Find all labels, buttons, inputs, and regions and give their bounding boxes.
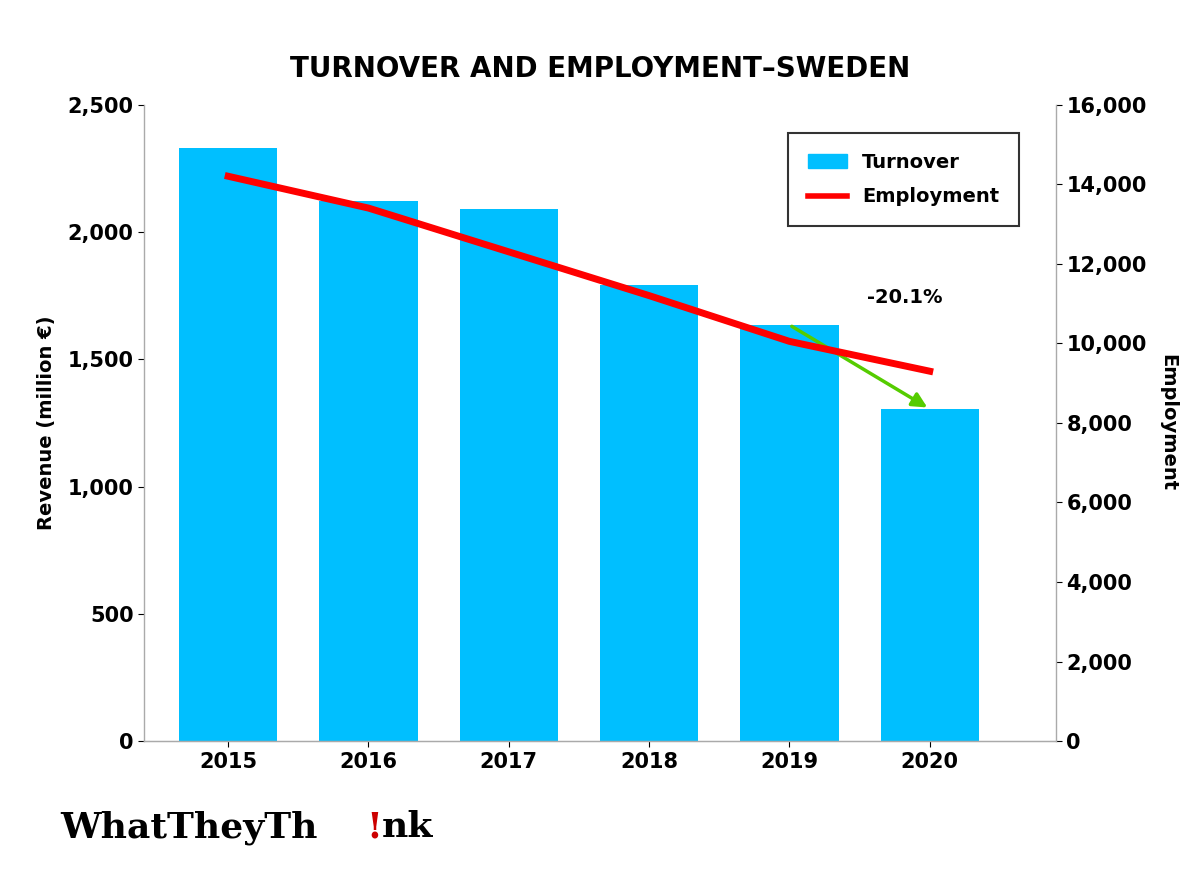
Bar — [460, 209, 558, 741]
Y-axis label: Revenue (million €): Revenue (million €) — [37, 316, 56, 530]
Bar — [740, 325, 839, 741]
Text: WhatTheyTh: WhatTheyTh — [60, 810, 318, 845]
Text: nk: nk — [382, 810, 433, 844]
Text: !: ! — [366, 810, 382, 844]
Y-axis label: Employment: Employment — [1158, 354, 1177, 492]
Legend: Turnover, Employment: Turnover, Employment — [788, 133, 1019, 226]
Title: TURNOVER AND EMPLOYMENT–SWEDEN: TURNOVER AND EMPLOYMENT–SWEDEN — [290, 55, 910, 83]
Bar — [319, 201, 418, 741]
Bar — [600, 285, 698, 741]
Text: -20.1%: -20.1% — [866, 289, 942, 307]
Bar — [179, 148, 277, 741]
Bar — [881, 409, 979, 741]
